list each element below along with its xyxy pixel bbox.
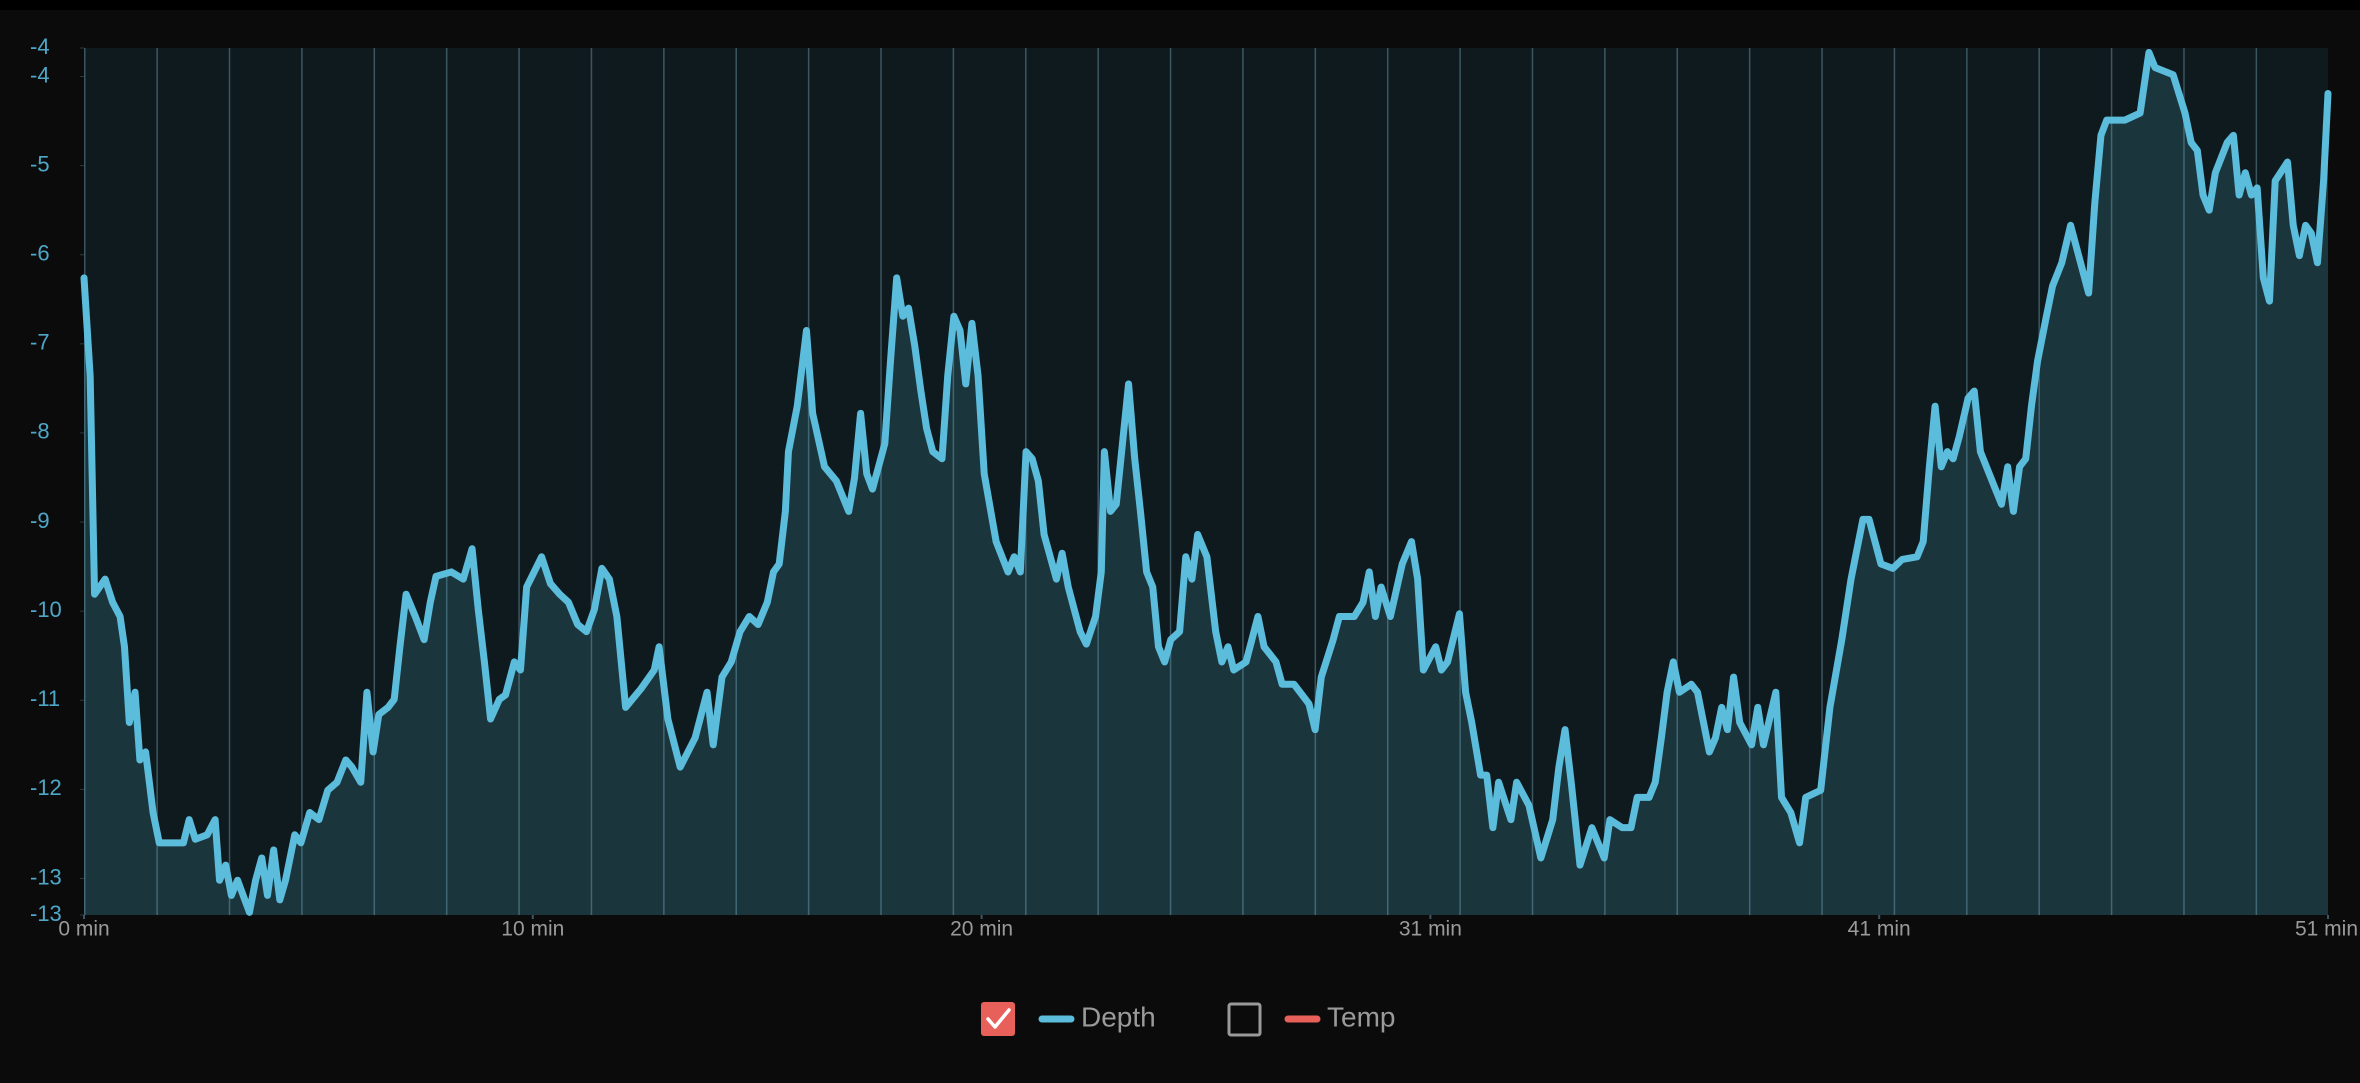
y-tick-label: -5	[30, 151, 50, 176]
legend-checkmark	[986, 1008, 1011, 1029]
x-tick-label: 51 min	[2295, 918, 2358, 941]
legend-label[interactable]: Temp	[1327, 1001, 1395, 1032]
x-tick-label: 10 min	[501, 918, 564, 941]
vertical-grid	[84, 48, 2328, 915]
legend-checkbox[interactable]	[1227, 1002, 1262, 1037]
x-tick-label: 0 min	[58, 918, 109, 941]
depth-line	[80, 48, 2332, 916]
y-tick-label: -12	[30, 775, 62, 800]
y-tick-label: -13	[30, 901, 62, 926]
x-tick-label: 20 min	[950, 918, 1013, 941]
y-tick-label: -11	[30, 686, 60, 711]
x-tick-label: 41 min	[1848, 918, 1911, 941]
top-bar	[0, 0, 2360, 10]
y-tick-label: -8	[30, 419, 50, 444]
y-tick-label: -9	[30, 508, 50, 533]
depth-area	[84, 52, 2328, 915]
y-tick-label: -7	[30, 330, 50, 355]
x-tick-label: 31 min	[1399, 918, 1462, 941]
legend-label[interactable]: Depth	[1081, 1001, 1156, 1032]
legend-checkbox[interactable]	[981, 1002, 1015, 1036]
y-tick-label: -4	[30, 62, 50, 87]
y-tick-label: -10	[30, 597, 62, 622]
y-tick-label: -6	[30, 241, 50, 266]
y-tick-label: -4	[30, 34, 50, 59]
y-tick-label: -13	[30, 864, 62, 889]
